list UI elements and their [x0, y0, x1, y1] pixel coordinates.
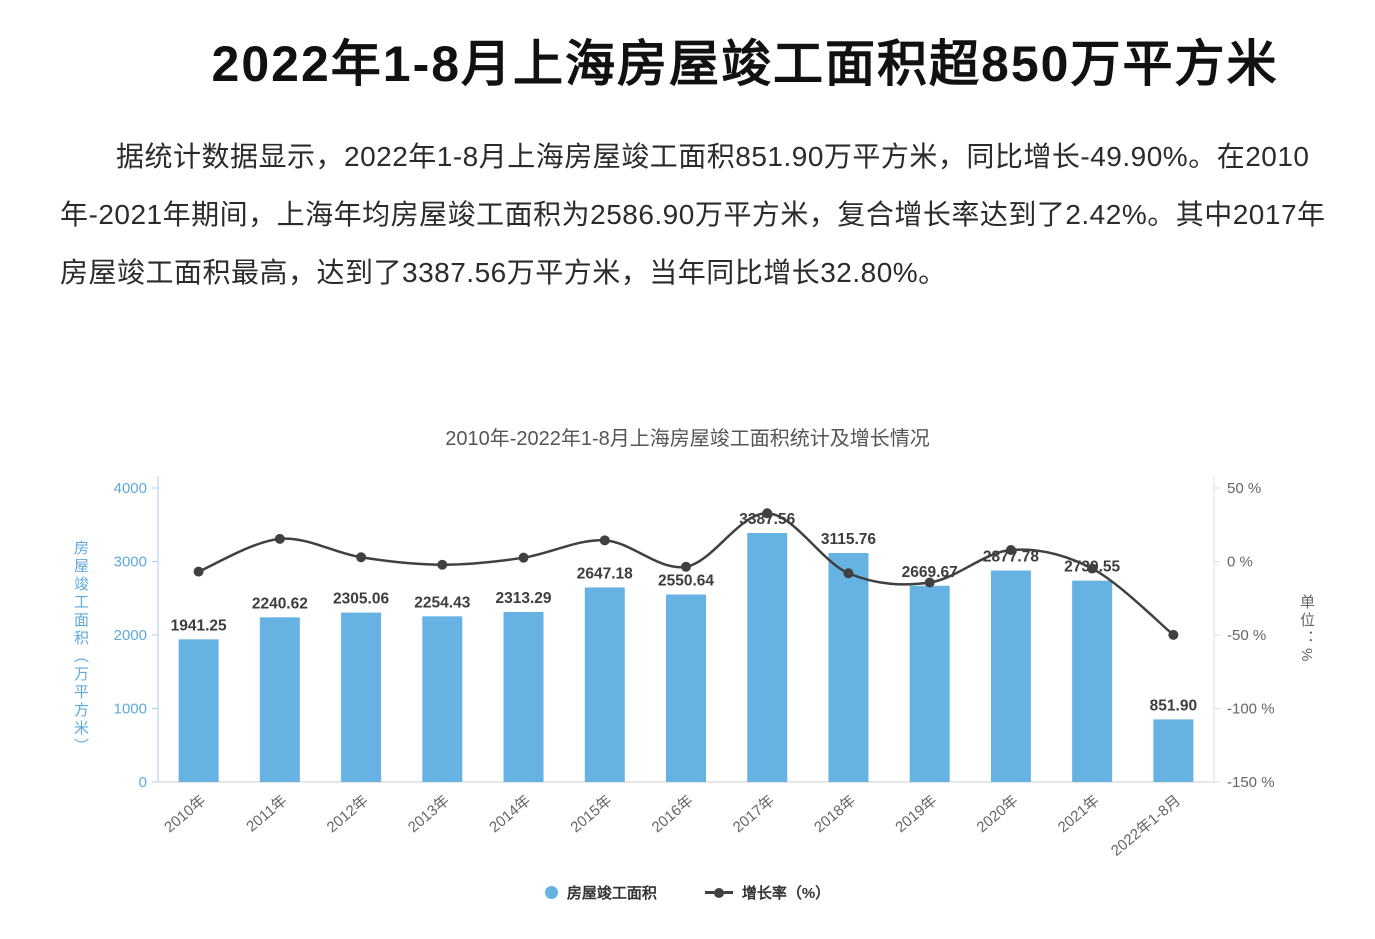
x-axis-label: 2019年 — [892, 792, 940, 836]
line-marker — [681, 561, 691, 572]
bar — [259, 617, 300, 782]
x-axis-label: 2020年 — [974, 792, 1022, 836]
left-axis-tick: 2000 — [114, 627, 147, 644]
x-axis-label: 2012年 — [324, 792, 372, 836]
legend-label-growth-rate: 增长率（%） — [741, 885, 831, 902]
x-axis-label: 2010年 — [161, 792, 209, 836]
left-axis-tick: 3000 — [114, 554, 147, 571]
line-marker — [924, 577, 935, 588]
x-axis-label: 2017年 — [730, 792, 778, 836]
left-axis-tick: 4000 — [114, 480, 147, 497]
bar — [990, 570, 1031, 782]
x-axis-label: 2015年 — [567, 792, 615, 836]
x-axis-label: 2018年 — [811, 792, 859, 836]
bar-value-label: 2240.62 — [252, 595, 308, 612]
right-axis-tick: -150 % — [1227, 774, 1275, 791]
bar-value-label: 3115.76 — [821, 531, 877, 548]
bar-value-label: 2305.06 — [333, 591, 389, 608]
bar — [666, 594, 706, 782]
bar-value-label: 851.90 — [1150, 697, 1197, 714]
bar-value-label: 2254.43 — [414, 594, 470, 611]
bar-value-label: 2647.18 — [577, 565, 633, 582]
bar-value-label: 2550.64 — [658, 573, 714, 590]
bar — [909, 585, 950, 782]
bar-series-legend-icon — [544, 886, 558, 899]
line-marker — [762, 508, 773, 519]
bar — [341, 612, 382, 782]
line-marker — [599, 535, 610, 546]
line-series-legend-icon — [704, 891, 733, 894]
left-axis-tick: 0 — [139, 774, 147, 791]
bar — [503, 611, 544, 782]
bar — [1072, 580, 1113, 782]
bar — [422, 616, 463, 782]
line-marker — [1168, 629, 1179, 640]
chart-legend: 房屋竣工面积 增长率（%） — [0, 882, 1375, 903]
line-marker — [193, 566, 204, 577]
x-axis-label: 2021年 — [1055, 792, 1103, 836]
line-marker — [437, 559, 448, 570]
line-marker — [356, 552, 367, 563]
x-axis-label: 2022年1-8月 — [1108, 792, 1184, 860]
bar — [178, 639, 219, 782]
x-axis-label: 2016年 — [649, 792, 697, 836]
bar-value-label: 2669.67 — [902, 564, 958, 581]
chart-canvas: 4000 3000 2000 1000 0 50 % 0 % -50 % -100 % -150 … — [114, 476, 1275, 860]
legend-item-completed-area[interactable]: 房屋竣工面积 — [544, 882, 657, 903]
x-axis-label: 2011年 — [243, 792, 290, 835]
bar-value-label: 1941.25 — [171, 617, 227, 634]
chart: 2010年-2022年1-8月上海房屋竣工面积统计及增长情况 房屋竣工面积（万平… — [0, 408, 1375, 939]
right-axis-tick: 0 % — [1227, 554, 1253, 571]
right-axis-label: 单位：% — [1298, 594, 1315, 665]
legend-label-completed-area: 房屋竣工面积 — [566, 885, 657, 902]
line-marker — [1005, 545, 1016, 556]
bar-value-label: 2313.29 — [496, 590, 552, 607]
bar — [747, 533, 788, 782]
x-axis-label: 2014年 — [486, 792, 534, 836]
right-axis-tick: 50 % — [1227, 480, 1261, 497]
chart-title: 2010年-2022年1-8月上海房屋竣工面积统计及增长情况 — [445, 428, 930, 450]
bar — [1153, 719, 1194, 782]
bar — [584, 587, 625, 782]
line-marker — [518, 552, 529, 563]
right-axis-tick: -50 % — [1227, 627, 1266, 644]
right-axis-tick: -100 % — [1227, 701, 1275, 718]
article-paragraph: 据统计数据显示，2022年1-8月上海房屋竣工面积851.90万平方米，同比增长… — [60, 141, 1326, 289]
line-marker — [843, 568, 854, 579]
page-title: 2022年1-8月上海房屋竣工面积超850万平方米 — [211, 36, 1279, 92]
line-marker — [274, 533, 285, 544]
bar-value-label: 3387.56 — [739, 511, 795, 528]
left-axis-tick: 1000 — [114, 701, 147, 718]
legend-item-growth-rate[interactable]: 增长率（%） — [704, 882, 831, 903]
line-marker — [1087, 563, 1098, 574]
x-axis-label: 2013年 — [405, 792, 453, 836]
bar — [828, 552, 869, 782]
left-axis-label: 房屋竣工面积（万平方米） — [72, 540, 89, 756]
